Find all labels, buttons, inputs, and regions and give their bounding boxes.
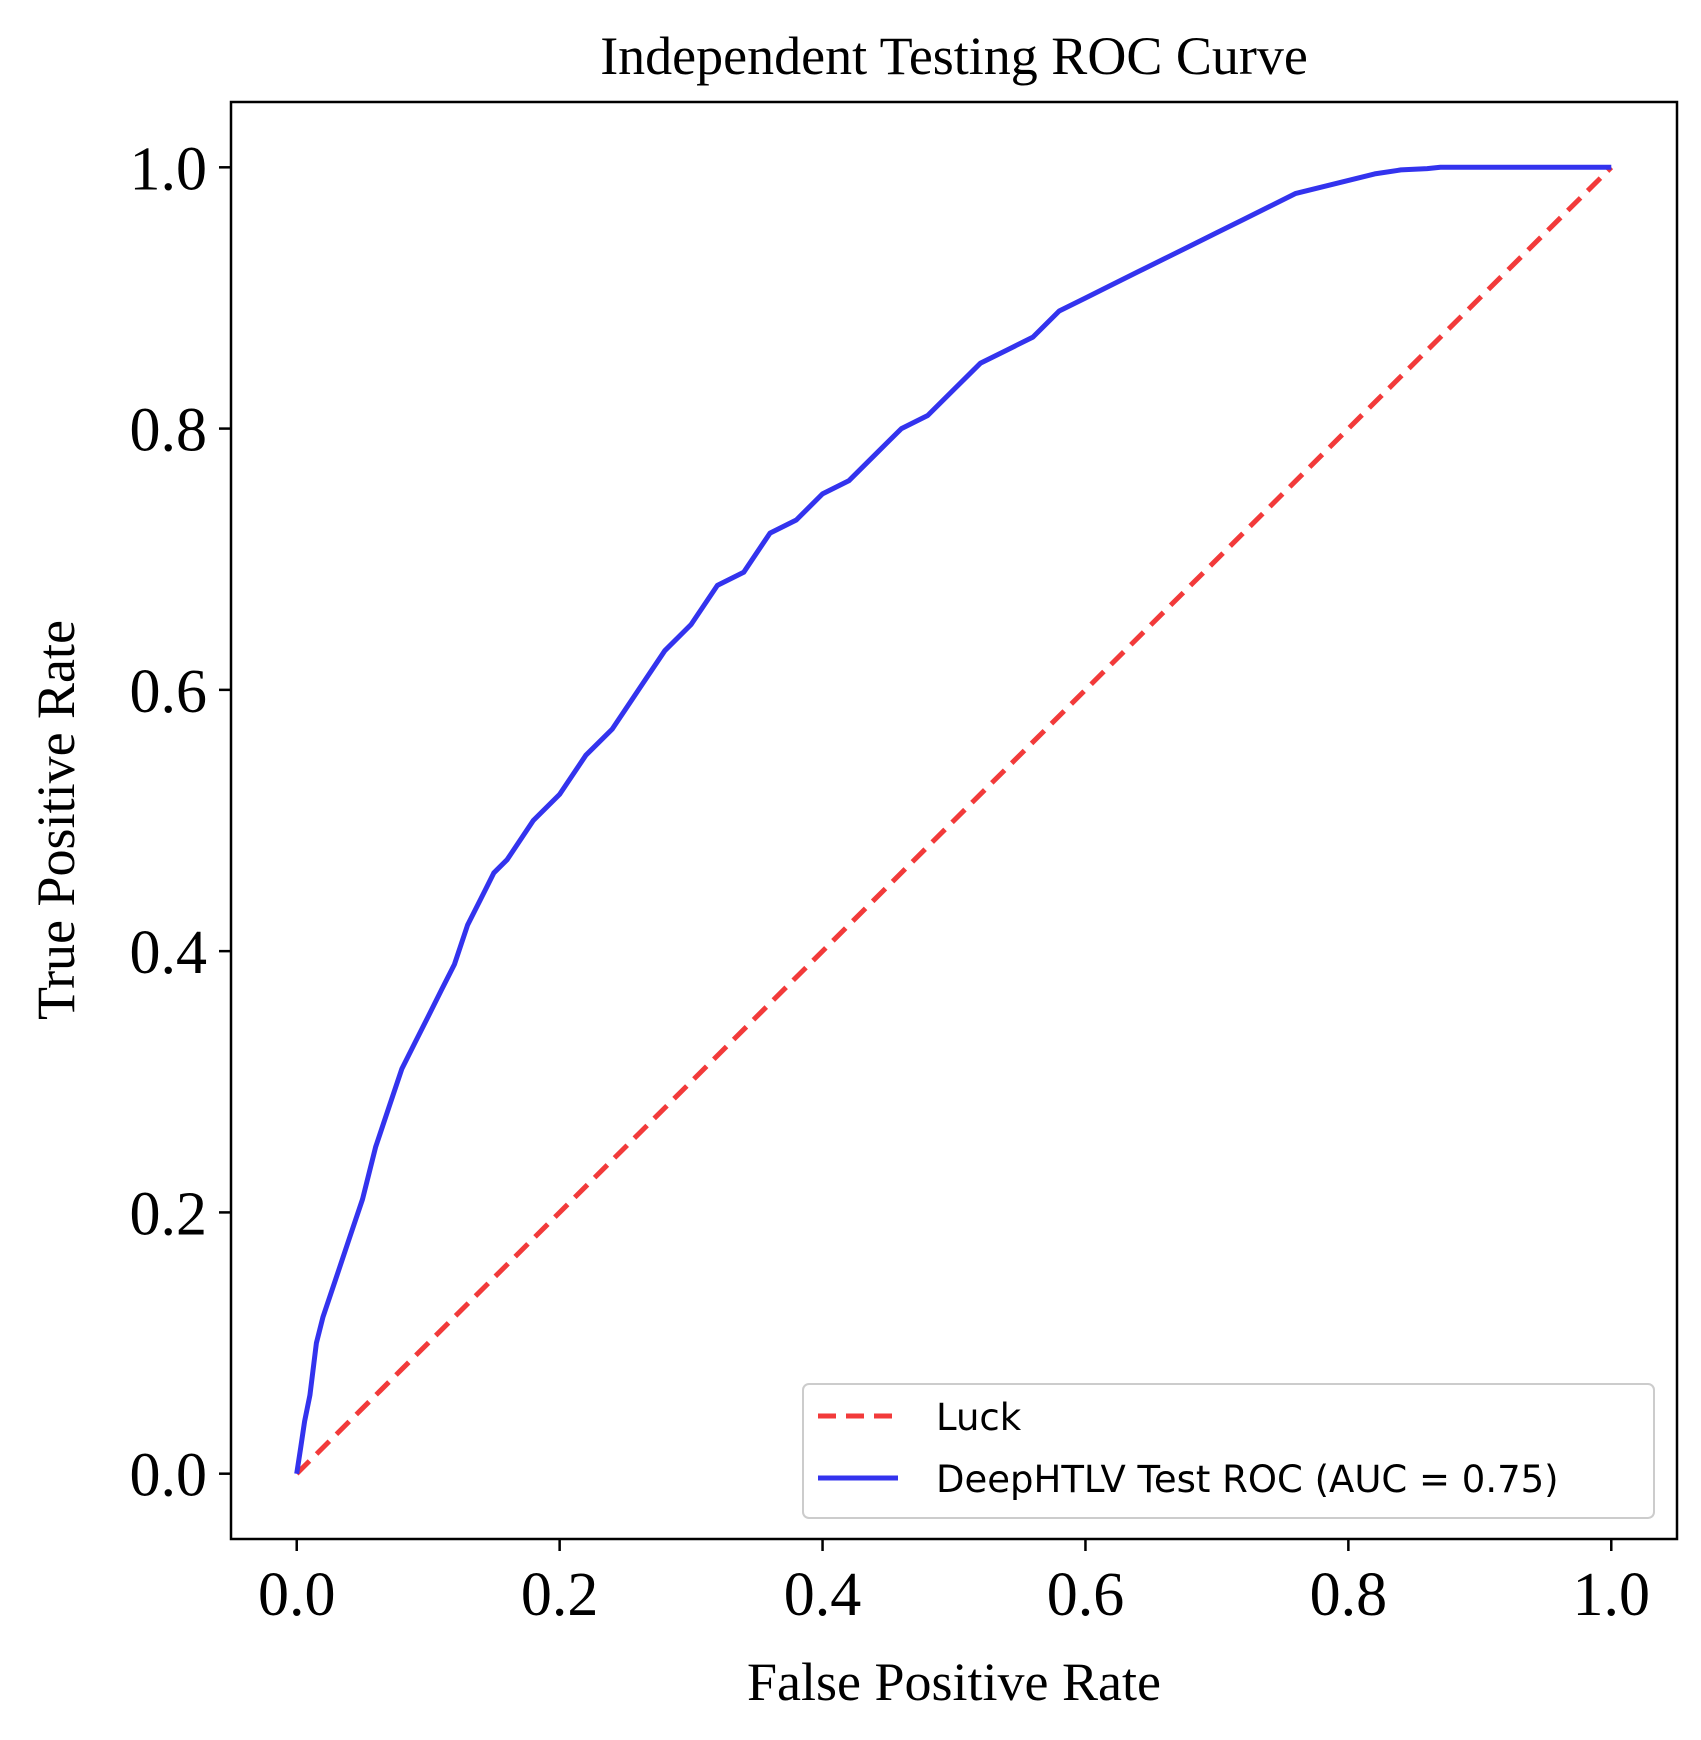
- y-axis-label: True Positive Rate: [26, 620, 86, 1020]
- legend-label-roc: DeepHTLV Test ROC (AUC = 0.75): [936, 1458, 1559, 1501]
- y-axis-ticks: 0.0 0.2 0.4 0.6 0.8 1.0: [130, 135, 231, 1510]
- x-tick-label: 0.4: [784, 1561, 862, 1629]
- series-layer: [294, 164, 1614, 1476]
- x-axis-label: False Positive Rate: [747, 1652, 1161, 1712]
- y-tick-label: 0.0: [130, 1442, 208, 1510]
- x-tick-label: 0.8: [1310, 1561, 1388, 1629]
- roc-curve: [294, 164, 1612, 1475]
- chart-title: Independent Testing ROC Curve: [600, 26, 1308, 86]
- plot-frame: [229, 100, 1679, 1541]
- legend: Luck DeepHTLV Test ROC (AUC = 0.75): [802, 1383, 1655, 1519]
- luck-line: [294, 165, 1614, 1476]
- y-tick-label: 0.4: [130, 919, 208, 987]
- x-axis-ticks: 0.0 0.2 0.4 0.6 0.8 1.0: [258, 1539, 1650, 1629]
- y-tick-label: 0.6: [130, 658, 208, 726]
- y-tick-label: 0.8: [130, 397, 208, 465]
- x-tick-label: 0.2: [521, 1561, 599, 1629]
- y-tick-label: 0.2: [130, 1180, 208, 1248]
- x-tick-label: 0.0: [258, 1561, 336, 1629]
- legend-box: [802, 1383, 1655, 1519]
- y-tick-label: 1.0: [130, 135, 208, 203]
- x-tick-label: 0.6: [1047, 1561, 1125, 1629]
- x-tick-label: 1.0: [1573, 1561, 1651, 1629]
- legend-label-luck: Luck: [936, 1396, 1022, 1439]
